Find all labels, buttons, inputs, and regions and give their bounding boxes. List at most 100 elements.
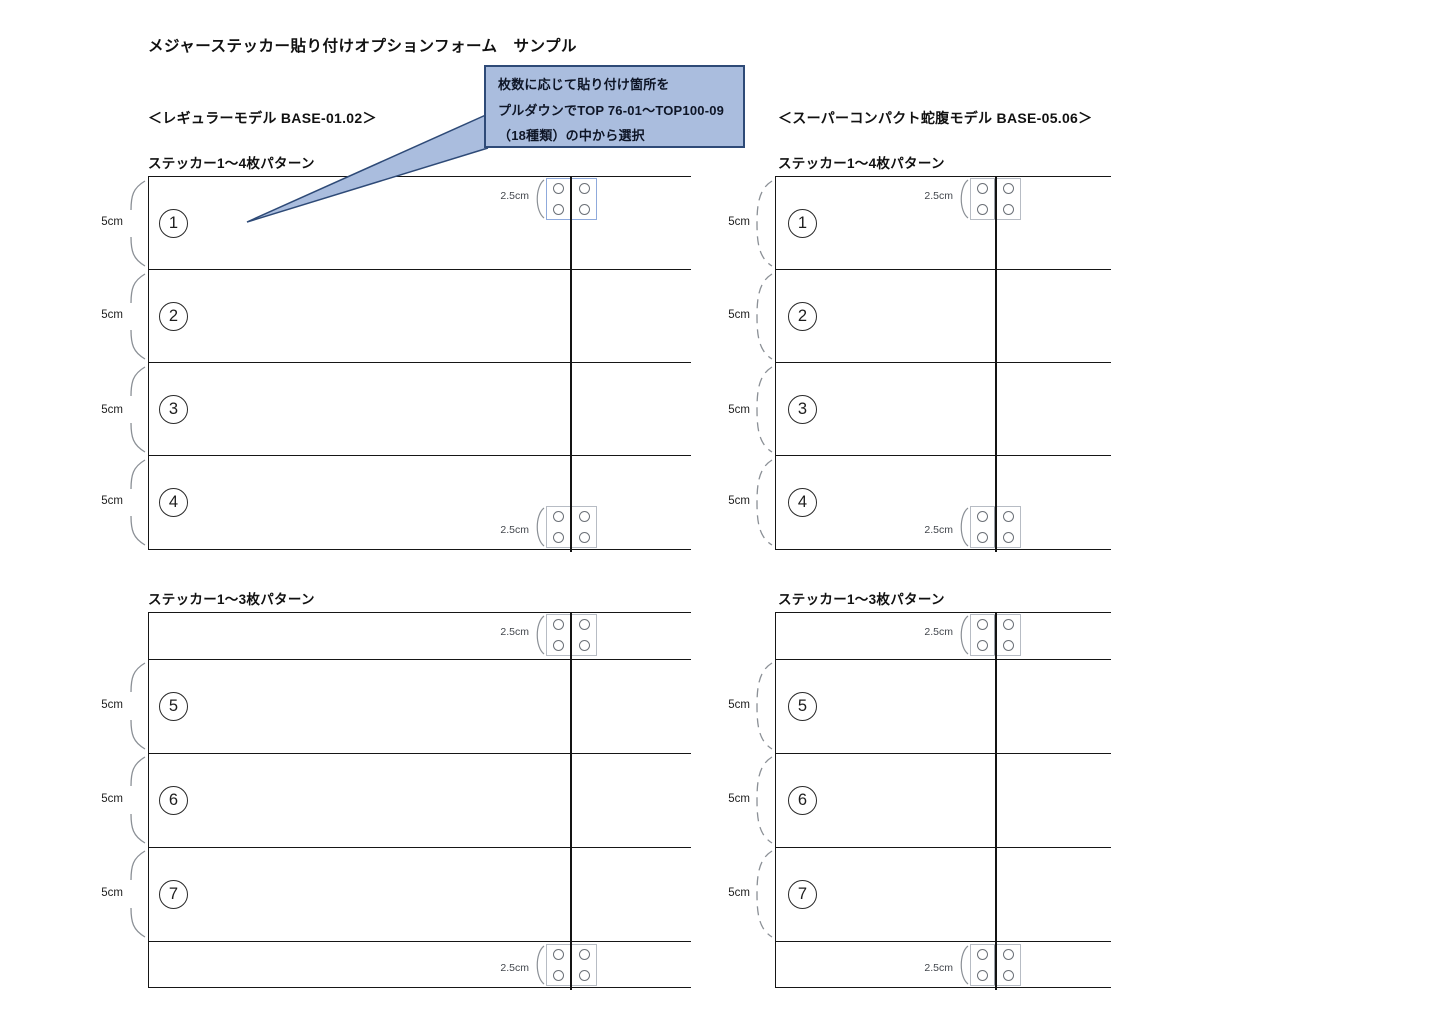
dimension-bracket-icon (756, 273, 773, 360)
pattern-label-right-4: ステッカー1～4枚パターン (778, 156, 945, 171)
row-number-5: 5 (159, 692, 188, 721)
dimension-bracket-icon (756, 180, 773, 267)
clip-dimension-bracket-icon (960, 179, 969, 219)
row-divider (149, 455, 691, 456)
model-header-regular: ＜レギュラーモデル BASE-01.02＞ (148, 110, 377, 126)
model-header-supercompact: ＜スーパーコンパクト蛇腹モデル BASE-05.06＞ (778, 110, 1093, 126)
rivet-icon (977, 532, 988, 543)
rivet-icon (579, 949, 590, 960)
row-number-3: 3 (159, 395, 188, 424)
row-divider (149, 362, 691, 363)
row-height-label: 5cm (101, 495, 123, 507)
dimension-bracket-icon (130, 366, 146, 453)
row-height-label: 5cm (101, 404, 123, 416)
rivet-icon (1003, 204, 1014, 215)
row-height-label: 5cm (728, 887, 750, 899)
clip-divider (994, 615, 995, 655)
dimension-bracket-icon (130, 459, 146, 546)
row-height-label: 5cm (728, 495, 750, 507)
clip-size-label: 2.5cm (500, 190, 529, 202)
rivet-icon (579, 640, 590, 651)
rivet-icon (1003, 970, 1014, 981)
clip-size-label: 2.5cm (500, 524, 529, 536)
rivet-icon (579, 619, 590, 630)
callout-line: （18種類）の中から選択 (498, 128, 645, 143)
clip-divider (994, 179, 995, 219)
rivet-icon (977, 949, 988, 960)
rivet-icon (1003, 619, 1014, 630)
row-divider (776, 753, 1111, 754)
rivet-icon (977, 204, 988, 215)
pattern-label-left-3: ステッカー1～3枚パターン (148, 592, 315, 607)
row-number-1: 1 (159, 209, 188, 238)
rivet-icon (1003, 532, 1014, 543)
clip-dimension-bracket-icon (536, 179, 545, 219)
clip-divider (994, 507, 995, 547)
dimension-bracket-icon (756, 756, 773, 844)
dimension-bracket-icon (756, 366, 773, 453)
dimension-bracket-icon (130, 180, 146, 267)
row-height-label: 5cm (101, 793, 123, 805)
callout-line: 枚数に応じて貼り付け箇所を (498, 77, 670, 92)
row-number-1: 1 (788, 209, 817, 238)
rivet-icon (553, 970, 564, 981)
diagram-regular-1to3: 5 6 7 5cm 5cm 5cm 2.5cm 2.5cm (101, 612, 691, 990)
fold-line (995, 612, 998, 990)
row-number-4: 4 (159, 488, 188, 517)
rivet-icon (579, 970, 590, 981)
clip-size-label: 2.5cm (500, 962, 529, 974)
clip-size-label: 2.5cm (924, 524, 953, 536)
clip-dimension-bracket-icon (536, 945, 545, 985)
row-divider (776, 659, 1111, 660)
callout-box: 枚数に応じて貼り付け箇所を プルダウンでTOP 76-01～TOP100-09 … (484, 65, 745, 148)
row-divider (149, 847, 691, 848)
rivet-icon (553, 183, 564, 194)
row-divider (776, 269, 1111, 270)
dimension-bracket-icon (130, 662, 146, 750)
row-divider (149, 659, 691, 660)
rivet-icon (977, 619, 988, 630)
rivet-icon (1003, 640, 1014, 651)
row-height-label: 5cm (728, 216, 750, 228)
page-title: メジャーステッカー貼り付けオプションフォーム サンプル (148, 38, 578, 55)
row-divider (149, 269, 691, 270)
row-height-label: 5cm (101, 699, 123, 711)
fold-line (570, 612, 573, 990)
rivet-icon (553, 619, 564, 630)
dimension-bracket-icon (756, 662, 773, 750)
clip-divider (994, 945, 995, 985)
row-divider (776, 362, 1111, 363)
dimension-bracket-icon (130, 273, 146, 360)
row-divider (776, 941, 1111, 942)
row-number-6: 6 (788, 786, 817, 815)
row-number-7: 7 (159, 880, 188, 909)
row-number-6: 6 (159, 786, 188, 815)
row-divider (776, 455, 1111, 456)
row-number-2: 2 (159, 302, 188, 331)
dimension-bracket-icon (756, 459, 773, 546)
rivet-icon (579, 204, 590, 215)
row-height-label: 5cm (728, 404, 750, 416)
clip-size-label: 2.5cm (924, 626, 953, 638)
pattern-label-left-4: ステッカー1～4枚パターン (148, 156, 315, 171)
row-number-5: 5 (788, 692, 817, 721)
rivet-icon (977, 640, 988, 651)
clip-dimension-bracket-icon (536, 507, 545, 547)
dimension-bracket-icon (130, 756, 146, 844)
row-height-label: 5cm (728, 793, 750, 805)
rivet-icon (553, 511, 564, 522)
clip-size-label: 2.5cm (924, 962, 953, 974)
rivet-icon (977, 183, 988, 194)
rivet-icon (579, 511, 590, 522)
row-divider (776, 847, 1111, 848)
clip-dimension-bracket-icon (960, 507, 969, 547)
row-divider (149, 753, 691, 754)
clip-dimension-bracket-icon (960, 945, 969, 985)
rivet-icon (553, 532, 564, 543)
row-height-label: 5cm (101, 309, 123, 321)
rivet-icon (977, 511, 988, 522)
dimension-bracket-icon (130, 850, 146, 938)
clip-size-label: 2.5cm (500, 626, 529, 638)
row-number-2: 2 (788, 302, 817, 331)
